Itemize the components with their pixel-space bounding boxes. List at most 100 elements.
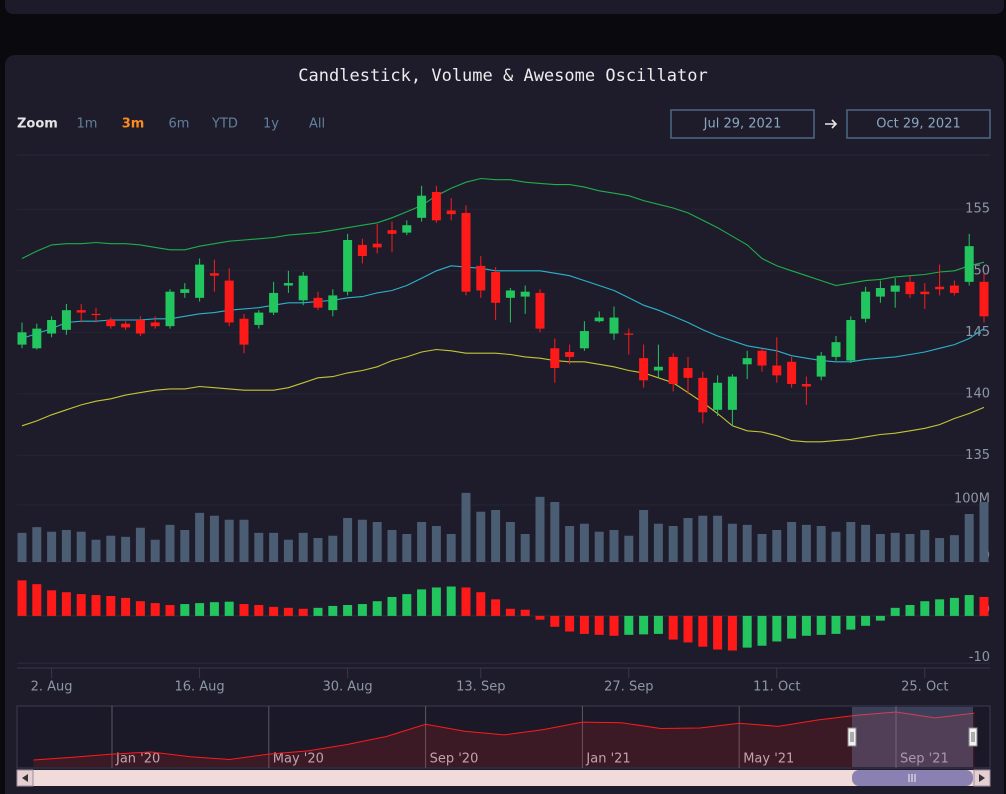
oscillator-bar — [757, 615, 767, 646]
oscillator-bar — [121, 597, 131, 616]
oscillator-bar — [283, 607, 293, 616]
candle-body — [387, 230, 397, 234]
volume-bar — [298, 532, 308, 562]
oscillator-bar — [150, 603, 160, 616]
range-arrow — [825, 119, 838, 129]
volume-bar — [594, 531, 604, 562]
scroll-right-arrow — [979, 774, 985, 782]
range-to-box[interactable] — [846, 109, 991, 139]
zoom-button[interactable]: All — [309, 117, 325, 132]
x-tick-label: 2. Aug — [31, 680, 73, 695]
volume-bar — [357, 519, 367, 562]
volume-bar — [565, 526, 575, 562]
volume-bar — [505, 522, 515, 562]
candle-body — [920, 291, 930, 295]
volume-bar — [535, 496, 545, 562]
oscillator-bar — [446, 586, 456, 616]
oscillator-bar — [17, 580, 27, 616]
oscillator-bar — [298, 608, 308, 616]
volume-bar — [209, 515, 219, 562]
oscillator-bar — [565, 615, 575, 632]
volume-bar — [846, 522, 856, 562]
range-from[interactable]: Jul 29, 2021 — [703, 117, 782, 132]
volume-bar — [446, 534, 456, 562]
navigator-handle[interactable] — [968, 727, 978, 747]
candle-body — [298, 275, 308, 301]
volume-bar — [905, 534, 915, 562]
oscillator-bar — [343, 605, 353, 616]
volume-bar — [609, 530, 619, 562]
candle-body — [905, 281, 915, 295]
oscillator-bar — [846, 615, 856, 630]
oscillator-bar — [594, 615, 604, 635]
oscillator-bar — [106, 596, 116, 616]
volume-bar — [964, 514, 974, 562]
volume-bar — [283, 539, 293, 562]
volume-bar — [387, 530, 397, 562]
volume-bar — [801, 524, 811, 562]
candle-body — [431, 192, 441, 221]
range-from-box[interactable] — [670, 109, 815, 139]
candle-body — [476, 265, 486, 291]
oscillator-bar — [949, 597, 959, 616]
candle-body — [831, 342, 841, 357]
volume-bar — [875, 534, 885, 562]
volume-bar — [343, 518, 353, 562]
band-line — [21, 348, 985, 443]
oscillator-bar — [180, 604, 190, 616]
volume-bar — [890, 532, 900, 562]
candle-body — [535, 292, 545, 329]
oscillator-bar — [861, 615, 871, 626]
volume-bar — [76, 531, 86, 562]
oscillator-bar — [135, 601, 145, 616]
zoom-button[interactable]: 6m — [169, 117, 190, 132]
oscillator-bar — [831, 615, 841, 634]
oscillator-bar — [683, 615, 693, 643]
volume-bar — [165, 524, 175, 562]
oscillator-bar — [875, 615, 885, 621]
volume-bar — [816, 526, 826, 562]
oscillator-bar — [387, 596, 397, 616]
volume-bar — [106, 535, 116, 562]
y-tick-label: -10 — [969, 650, 990, 665]
volume-bar — [668, 526, 678, 562]
zoom-button[interactable]: 3m — [122, 117, 145, 132]
volume-bar — [17, 532, 27, 562]
volume-bar — [91, 539, 101, 562]
oscillator-bar — [491, 599, 501, 616]
zoom-button[interactable]: YTD — [211, 117, 238, 132]
oscillator-bar — [165, 605, 175, 616]
navigator-tick-label: Sep '21 — [900, 752, 949, 767]
scrollbar-track[interactable] — [17, 770, 990, 786]
oscillator-bar — [624, 615, 634, 635]
oscillator-bar — [772, 615, 782, 642]
candle-body — [254, 312, 264, 325]
oscillator-bar — [505, 608, 515, 616]
zoom-label: Zoom — [17, 117, 58, 132]
oscillator-bar — [698, 615, 708, 647]
range-to[interactable]: Oct 29, 2021 — [876, 117, 961, 132]
candle-body — [579, 331, 589, 349]
oscillator-bar — [372, 601, 382, 616]
candle-body — [964, 246, 974, 282]
candle-body — [861, 291, 871, 319]
volume-bar — [32, 527, 42, 562]
candle-body — [150, 322, 160, 327]
volume-bar — [639, 510, 649, 562]
zoom-button[interactable]: 1m — [77, 117, 98, 132]
oscillator-bar — [313, 607, 323, 616]
oscillator-bar — [357, 604, 367, 616]
oscillator-bar — [935, 599, 945, 616]
volume-bar — [461, 492, 471, 562]
oscillator-bar — [890, 607, 900, 616]
volume-bar — [979, 502, 989, 562]
zoom-button[interactable]: 1y — [263, 117, 279, 132]
volume-bar — [135, 527, 145, 562]
navigator-handle[interactable] — [847, 727, 857, 747]
oscillator-bar — [742, 615, 752, 648]
navigator-selection[interactable] — [852, 707, 973, 767]
x-tick-label: 27. Sep — [604, 680, 653, 695]
candle-body — [195, 264, 205, 298]
oscillator-bar — [520, 609, 530, 616]
